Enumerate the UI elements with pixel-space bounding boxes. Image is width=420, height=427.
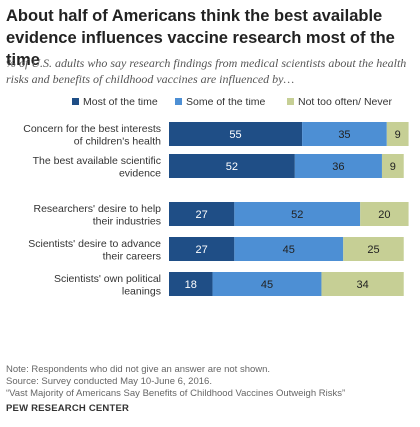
bar-value-label: 45: [283, 244, 295, 256]
category-label: Concern for the best interests of childre…: [23, 123, 161, 148]
bar-value-label: 25: [367, 244, 379, 256]
bar-segment: [302, 122, 387, 146]
bar-segment: [294, 154, 382, 178]
bar-segment: [212, 272, 322, 296]
bar-segment: [169, 202, 235, 226]
chart-subtitle: % of U.S. adults who say research findin…: [6, 56, 407, 86]
note-text: Note: Respondents who did not give an an…: [6, 364, 271, 375]
legend-label: Not too often/ Never: [298, 98, 392, 108]
source-label: PEW RESEARCH CENTER: [6, 403, 130, 414]
bar-segment: [360, 202, 409, 226]
bar-value-label: 52: [291, 209, 303, 221]
bar-value-label: 27: [196, 209, 208, 221]
bar-segment: [321, 272, 404, 296]
bar-segment: [169, 154, 295, 178]
category-label: Scientists' own political leanings: [54, 273, 161, 298]
bar-segment: [169, 122, 303, 146]
bar-value-label: 9: [395, 129, 401, 141]
bar-value-label: 27: [196, 244, 208, 256]
chart-notes: Note: Respondents who did not give an an…: [6, 364, 416, 400]
bar-value-label: 36: [332, 161, 344, 173]
bar-value-label: 45: [261, 279, 273, 291]
chart-title: About half of Americans think the best a…: [6, 7, 395, 69]
bar-segment: [234, 237, 344, 261]
bar-value-label: 9: [390, 161, 396, 173]
legend-swatch: [72, 98, 79, 105]
category-label: The best available scientific evidence: [33, 155, 162, 180]
bar-value-label: 35: [338, 129, 350, 141]
bar-segment: [169, 272, 213, 296]
bar-segment: [381, 154, 404, 178]
bar-value-label: 18: [185, 279, 197, 291]
legend-label: Most of the time: [83, 98, 158, 108]
stacked-bar-chart: Most of the time Some of the time Not too …: [23, 98, 409, 298]
survey-text: Source: Survey conducted May 10-June 6, …: [6, 376, 212, 387]
bar-value-label: 52: [226, 161, 238, 173]
legend-swatch: [175, 98, 182, 105]
bar-segment: [343, 237, 404, 261]
report-title: “Vast Majority of Americans Say Benefits…: [6, 388, 346, 399]
bar-segment: [169, 237, 235, 261]
bar-segment: [234, 202, 361, 226]
bar-value-label: 20: [378, 209, 390, 221]
bar-value-label: 55: [229, 129, 241, 141]
bar-segment: [386, 122, 409, 146]
legend-label: Some of the time: [186, 98, 266, 108]
category-label: Scientists' desire to advance their caree…: [28, 238, 161, 263]
legend-swatch: [287, 98, 294, 105]
bar-value-label: 34: [356, 279, 368, 291]
category-label: Researchers' desire to help their industr…: [34, 203, 162, 228]
